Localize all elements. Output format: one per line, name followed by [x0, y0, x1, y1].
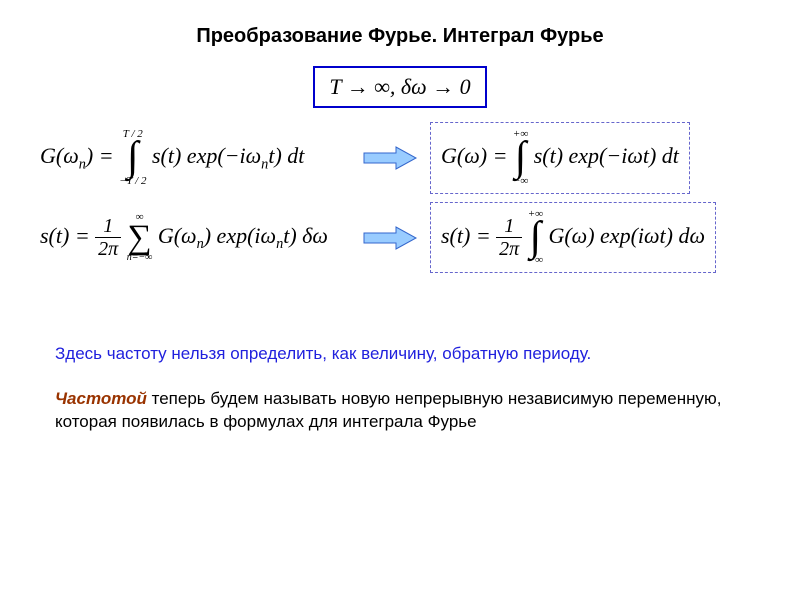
eq1l-lhs-sub: n	[79, 156, 86, 172]
para2-rest: теперь будем называть новую непрерывную …	[55, 389, 721, 431]
eq2l-sum: ∞ ∑ n=−∞	[127, 212, 153, 264]
eq2r-frac-num: 1	[496, 215, 522, 238]
eq2l-frac: 1 2π	[95, 215, 121, 260]
eq1l-integral: T / 2 ∫ −T / 2	[119, 129, 146, 187]
arrow-icon	[362, 225, 418, 251]
para2-lead: Частотой	[55, 389, 147, 408]
eq1-right: G(ω) = +∞ ∫ −∞ s(t) exp(−iωt) dt	[430, 122, 690, 194]
eq1r-body: s(t) exp(−iωt) dt	[534, 143, 679, 168]
eq1-left: G(ωn) = T / 2 ∫ −T / 2 s(t) exp(−iωnt) d…	[40, 129, 350, 187]
note-paragraph-1: Здесь частоту нельзя определить, как вел…	[55, 343, 745, 366]
limit-box: T → ∞, δω → 0	[313, 66, 486, 108]
sigma-sign: ∑	[127, 223, 153, 254]
eq1l-int-lower: −T / 2	[119, 176, 146, 187]
eq2l-sub1: n	[197, 236, 204, 252]
page-title: Преобразование Фурье. Интеграл Фурье	[0, 0, 800, 48]
eq2l-body1: G(ω	[158, 223, 197, 248]
integral-sign: ∫	[528, 220, 543, 256]
eq2r-int-lower: −∞	[528, 255, 543, 266]
eq1l-body1: s(t) exp(−iω	[152, 143, 261, 168]
eq2l-lhs: s(t) =	[40, 223, 95, 248]
eq1l-lhs: G(ω	[40, 143, 79, 168]
equation-row-2: s(t) = 1 2π ∞ ∑ n=−∞ G(ωn) exp(iωnt) δω …	[40, 202, 760, 274]
eq2r-body: G(ω) exp(iωt) dω	[548, 223, 705, 248]
eq1r-integral: +∞ ∫ −∞	[513, 129, 528, 187]
eq2r-frac-den: 2π	[496, 238, 522, 260]
integral-sign: ∫	[119, 140, 146, 176]
eq2l-body3: t) δω	[283, 223, 328, 248]
eq2-left: s(t) = 1 2π ∞ ∑ n=−∞ G(ωn) exp(iωnt) δω	[40, 212, 350, 264]
integral-sign: ∫	[513, 140, 528, 176]
arrow-icon	[362, 145, 418, 171]
note-paragraph-2: Частотой теперь будем называть новую неп…	[55, 388, 745, 434]
eq2l-frac-den: 2π	[95, 238, 121, 260]
eq2-right: s(t) = 1 2π +∞ ∫ −∞ G(ω) exp(iωt) dω	[430, 202, 716, 274]
eq2l-sum-lower: n=−∞	[127, 253, 153, 263]
eq1r-int-lower: −∞	[513, 176, 528, 187]
limit-box-wrap: T → ∞, δω → 0	[0, 66, 800, 108]
eq2r-lhs: s(t) =	[441, 223, 496, 248]
eq2r-frac: 1 2π	[496, 215, 522, 260]
eq1r-lhs: G(ω) =	[441, 143, 513, 168]
equation-row-1: G(ωn) = T / 2 ∫ −T / 2 s(t) exp(−iωnt) d…	[40, 122, 760, 194]
eq2l-frac-num: 1	[95, 215, 121, 238]
eq1l-body2: t) dt	[268, 143, 304, 168]
eq2l-body2: ) exp(iω	[204, 223, 276, 248]
eq2r-integral: +∞ ∫ −∞	[528, 209, 543, 267]
eq1l-lhs-tail: ) =	[86, 143, 119, 168]
